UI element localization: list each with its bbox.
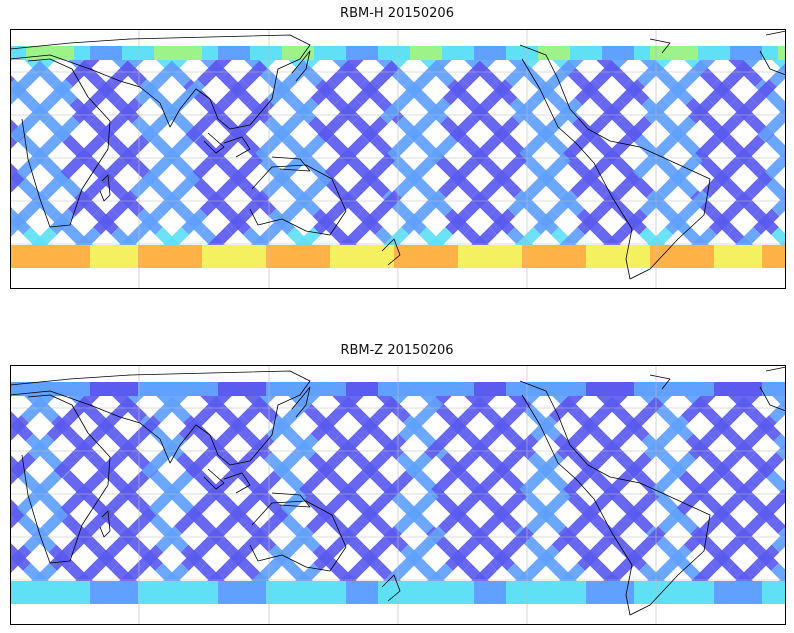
coastlines — [10, 366, 786, 616]
map-frame — [10, 29, 786, 289]
coastlines — [10, 30, 786, 280]
panel-title-rbm-h: RBM-H 20150206 — [340, 6, 454, 21]
satellite-swaths — [10, 382, 786, 604]
satellite-swaths — [10, 46, 786, 268]
gridlines — [10, 29, 786, 289]
gridlines — [10, 365, 786, 625]
rbm-h-map — [10, 29, 786, 289]
map-frame — [10, 365, 786, 625]
rbm-z-map — [10, 365, 786, 625]
panel-title-rbm-z: RBM-Z 20150206 — [340, 343, 454, 358]
